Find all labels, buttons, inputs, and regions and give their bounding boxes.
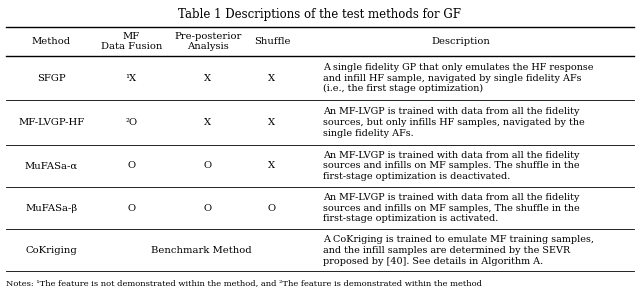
Text: MF
Data Fusion: MF Data Fusion (100, 32, 162, 51)
Text: MF-LVGP-HF: MF-LVGP-HF (18, 118, 84, 127)
Text: A CoKriging is trained to emulate MF training samples,
and the infill samples ar: A CoKriging is trained to emulate MF tra… (323, 235, 594, 265)
Text: Method: Method (31, 37, 71, 46)
Text: X: X (268, 118, 276, 127)
Text: MuFASa-β: MuFASa-β (25, 204, 77, 212)
Text: Shuffle: Shuffle (253, 37, 291, 46)
Text: X: X (268, 74, 276, 83)
Text: An MF-LVGP is trained with data from all the fidelity
sources and infills on MF : An MF-LVGP is trained with data from all… (323, 151, 580, 181)
Text: O: O (204, 162, 212, 170)
Text: ¹X: ¹X (125, 74, 137, 83)
Text: An MF-LVGP is trained with data from all the fidelity
sources, but only infills : An MF-LVGP is trained with data from all… (323, 107, 585, 138)
Text: X: X (204, 118, 212, 127)
Text: CoKriging: CoKriging (26, 246, 77, 255)
Text: A single fidelity GP that only emulates the HF response
and infill HF sample, na: A single fidelity GP that only emulates … (323, 63, 594, 93)
Text: X: X (268, 162, 276, 170)
Text: O: O (127, 162, 135, 170)
Text: An MF-LVGP is trained with data from all the fidelity
sources and infills on MF : An MF-LVGP is trained with data from all… (323, 193, 580, 223)
Text: Table 1 Descriptions of the test methods for GF: Table 1 Descriptions of the test methods… (179, 8, 461, 21)
Text: Description: Description (431, 37, 490, 46)
Text: O: O (268, 204, 276, 212)
Text: O: O (127, 204, 135, 212)
Text: ²O: ²O (125, 118, 137, 127)
Text: O: O (204, 204, 212, 212)
Text: SFGP: SFGP (37, 74, 65, 83)
Text: Notes: ¹The feature is not demonstrated within the method, and ²The feature is d: Notes: ¹The feature is not demonstrated … (6, 280, 483, 288)
Text: X: X (204, 74, 212, 83)
Text: MuFASa-α: MuFASa-α (24, 162, 78, 170)
Text: Benchmark Method: Benchmark Method (151, 246, 252, 255)
Text: Pre-posterior
Analysis: Pre-posterior Analysis (174, 32, 242, 51)
